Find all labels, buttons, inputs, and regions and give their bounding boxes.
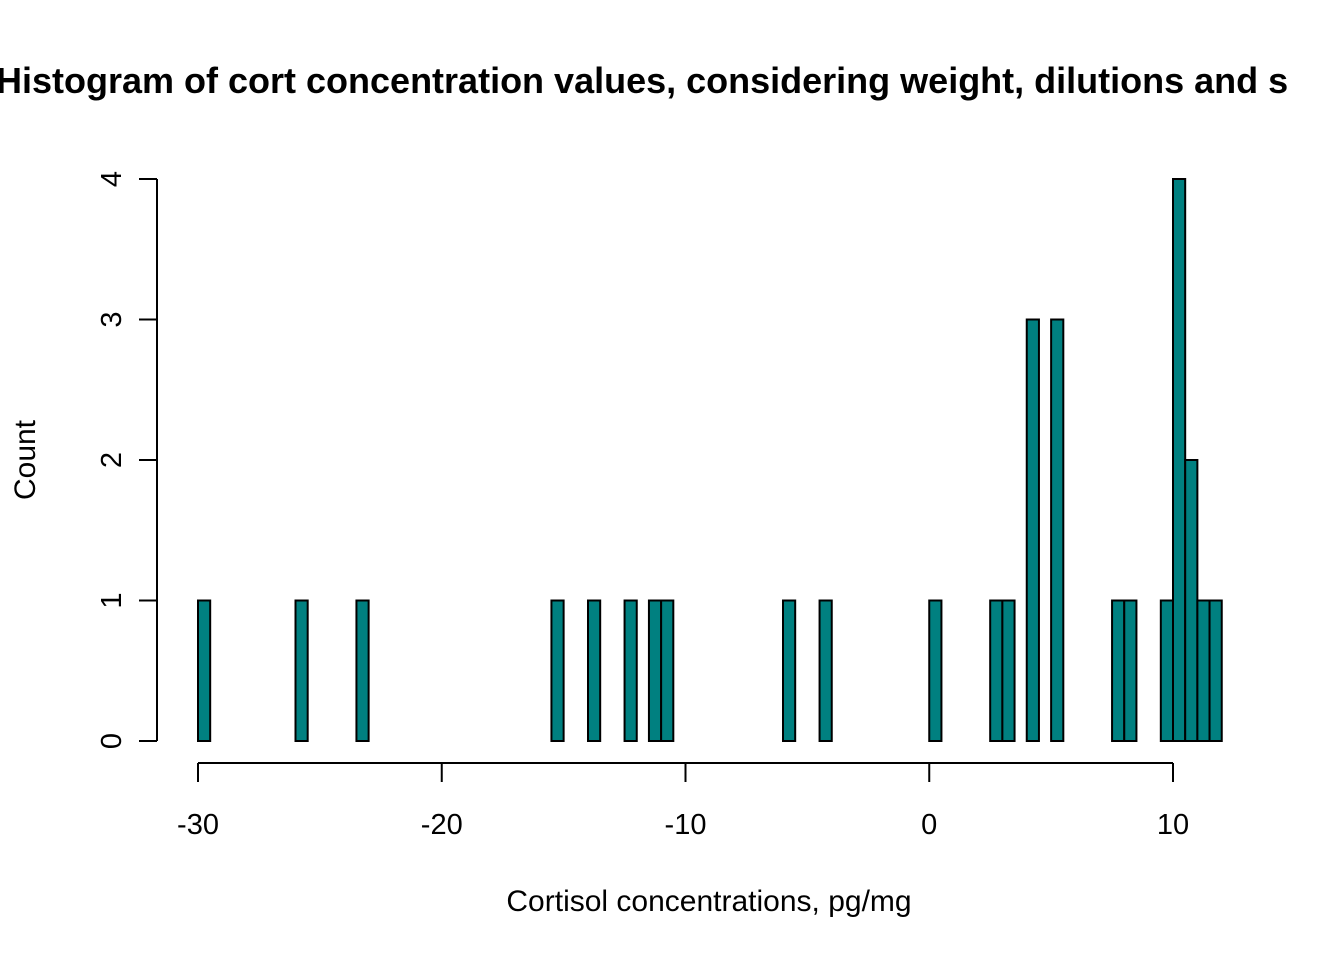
x-ticks-group: -30 -20 -10 0 10 — [177, 763, 1189, 841]
histogram-bar — [550, 599, 565, 742]
y-axis-label: Count — [9, 419, 42, 500]
histogram-bar — [1025, 318, 1040, 742]
histogram-bar — [818, 599, 833, 742]
histogram-bar — [1172, 178, 1187, 742]
histogram-bar — [1184, 459, 1199, 742]
histogram-bar — [1208, 599, 1223, 742]
histogram-bar — [660, 599, 675, 742]
x-tick-label: -10 — [665, 809, 707, 841]
histogram-bar — [1001, 599, 1016, 742]
y-tick-label: 1 — [96, 592, 128, 608]
histogram-bar — [647, 599, 663, 742]
x-tick-label: -20 — [421, 809, 463, 841]
x-axis-label: Cortisol concentrations, pg/mg — [506, 885, 911, 918]
histogram-bar — [355, 599, 370, 742]
x-tick-label: 10 — [1157, 809, 1189, 841]
histogram-bar — [623, 599, 638, 742]
histogram-bar — [587, 599, 602, 742]
y-ticks-group: 0 1 2 3 4 — [96, 171, 157, 749]
histogram-bar — [989, 599, 1004, 742]
chart-title: Histogram of cort concentration values, … — [0, 60, 1288, 101]
histogram-bar — [197, 599, 212, 742]
histogram-bar — [1111, 599, 1126, 742]
histogram-bar — [1159, 599, 1174, 742]
histogram-bar — [1050, 318, 1065, 742]
x-tick-label: -30 — [177, 809, 219, 841]
y-tick-label: 0 — [96, 733, 128, 749]
y-tick-label: 3 — [96, 311, 128, 327]
histogram-bar — [294, 599, 309, 742]
y-tick-label: 4 — [96, 171, 128, 187]
x-tick-label: 0 — [921, 809, 937, 841]
histogram-bar — [782, 599, 797, 742]
histogram-bar — [1196, 599, 1211, 742]
histogram-bar — [1123, 599, 1138, 742]
histogram-bar — [928, 599, 943, 742]
bars-group — [197, 178, 1223, 742]
y-tick-label: 2 — [96, 452, 128, 468]
